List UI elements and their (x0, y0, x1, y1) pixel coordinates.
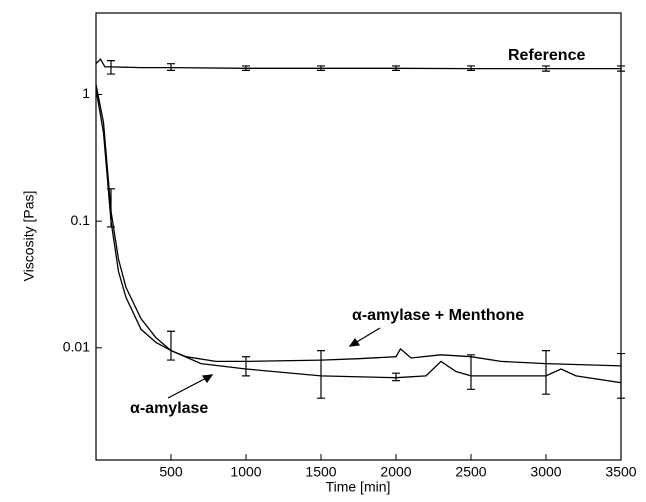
error-bar (392, 65, 400, 71)
y-tick-label: 1 (82, 85, 90, 101)
error-bar (617, 65, 625, 72)
error-bar (542, 65, 550, 72)
y-tick-label: 0.01 (63, 338, 90, 354)
error-bar (107, 60, 115, 75)
error-bar (467, 65, 475, 71)
x-tick-label: 500 (159, 464, 183, 480)
y-axis-label: Viscosity [Pas] (21, 191, 37, 282)
error-bar (317, 65, 325, 71)
x-tick-label: 2000 (380, 464, 411, 480)
error-bar (542, 350, 550, 395)
x-tick-label: 1000 (230, 464, 261, 480)
x-tick-label: 1500 (305, 464, 336, 480)
error-bar (617, 352, 625, 399)
annotation: α-amylase + Menthone (352, 307, 524, 324)
error-bar (242, 356, 250, 377)
arrows (167, 327, 381, 399)
series-line (95, 58, 621, 70)
arrowhead (201, 374, 214, 384)
annotation: Reference (508, 47, 585, 64)
y-tick-label: 0.1 (71, 212, 91, 228)
error-bar (467, 354, 475, 390)
series-line (95, 89, 622, 384)
plot-frame (95, 12, 622, 461)
error-bar (167, 330, 175, 361)
error-bar (167, 63, 175, 71)
error-bar (392, 372, 400, 382)
annotation: α-amylase (130, 400, 208, 417)
error-bar (317, 350, 325, 399)
arrowhead (348, 337, 361, 347)
x-tick-label: 3500 (605, 464, 636, 480)
x-tick-label: 2500 (455, 464, 486, 480)
x-axis-label: Time [min] (326, 479, 391, 495)
x-tick-label: 3000 (530, 464, 561, 480)
error-bar (242, 65, 250, 71)
